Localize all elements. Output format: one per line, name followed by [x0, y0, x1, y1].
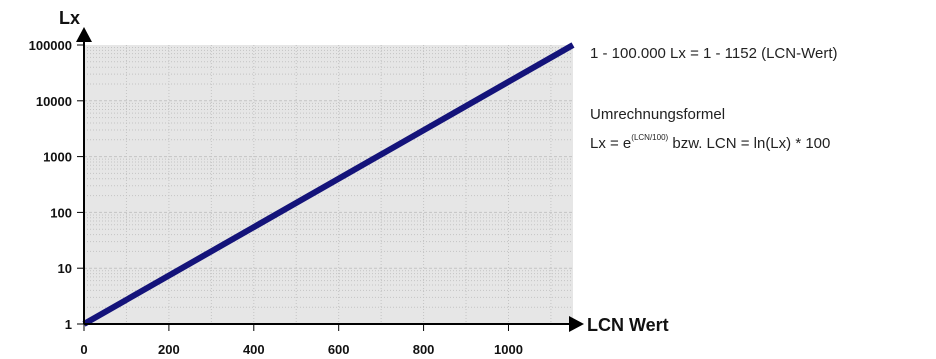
series-line [82, 42, 575, 327]
y-axis-arrow [76, 27, 92, 42]
x-axis-title: LCN Wert [587, 315, 669, 335]
formula-exponent: (LCN/100) [631, 133, 669, 142]
grid [84, 45, 573, 324]
x-tick-label: 600 [328, 342, 350, 357]
y-tick-label: 10000 [36, 94, 72, 109]
y-tick-label: 1 [65, 317, 72, 332]
y-tick-label: 100 [50, 205, 72, 220]
y-axis-title: Lx [59, 8, 80, 28]
formula-text: Lx = e(LCN/100) bzw. LCN = ln(Lx) * 100 [590, 133, 830, 152]
y-tick-label: 10 [58, 261, 72, 276]
y-tick-label: 100000 [29, 38, 72, 53]
formula-prefix: Lx = e [590, 135, 632, 152]
x-tick-label: 200 [158, 342, 180, 357]
x-axis-arrow [569, 316, 584, 332]
x-tick-label: 800 [413, 342, 435, 357]
x-tick-labels: 0 200 400 600 800 1000 [80, 324, 523, 357]
x-tick-label: 1000 [494, 342, 523, 357]
y-tick-labels: 1 10 100 1000 10000 100000 [29, 38, 84, 332]
x-tick-label: 400 [243, 342, 265, 357]
range-annotation: 1 - 100.000 Lx = 1 - 1152 (LCN-Wert) [590, 45, 838, 62]
y-tick-label: 1000 [43, 150, 72, 165]
x-tick-label: 0 [80, 342, 87, 357]
formula-suffix: bzw. LCN = ln(Lx) * 100 [668, 135, 831, 152]
formula-title: Umrechnungsformel [590, 106, 726, 123]
